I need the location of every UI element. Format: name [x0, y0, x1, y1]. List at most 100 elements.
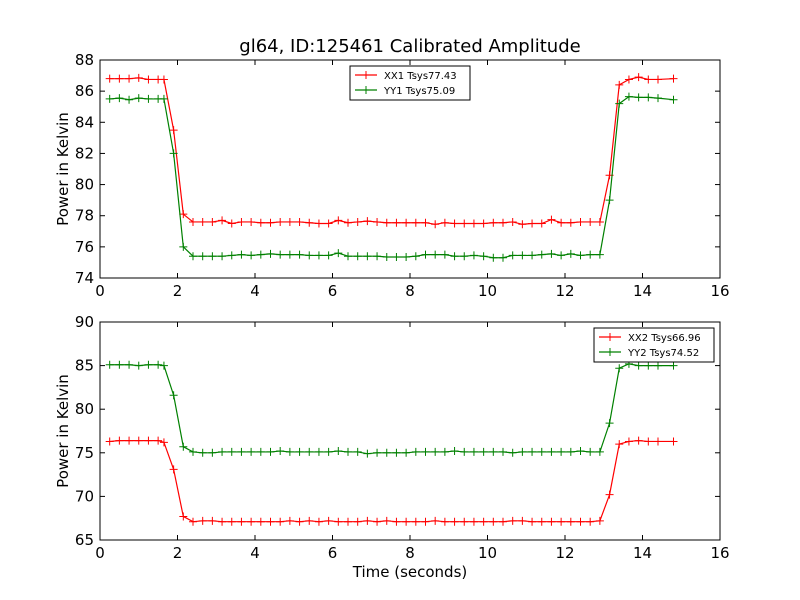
x-tick-label: 8: [405, 282, 415, 300]
data-point: [624, 437, 633, 446]
x-tick-label: 8: [405, 544, 415, 562]
data-point: [460, 219, 469, 228]
data-point: [547, 249, 556, 258]
data-point: [266, 218, 275, 227]
data-point: [266, 447, 275, 456]
data-point: [334, 447, 343, 456]
data-point: [440, 517, 449, 526]
data-point: [125, 74, 134, 83]
data-point: [105, 74, 114, 83]
data-point: [634, 93, 643, 102]
data-point: [644, 93, 653, 102]
data-point: [421, 447, 430, 456]
data-point: [586, 517, 595, 526]
data-point: [440, 447, 449, 456]
data-point: [528, 447, 537, 456]
data-point: [353, 217, 362, 226]
data-point: [363, 217, 372, 226]
data-point: [469, 251, 478, 260]
y-tick-label: 76: [75, 238, 94, 256]
y-tick-label: 84: [75, 113, 94, 131]
data-point: [305, 516, 314, 525]
data-point: [615, 99, 624, 108]
data-point: [353, 447, 362, 456]
data-point: [421, 250, 430, 259]
data-point: [305, 251, 314, 260]
x-tick-label: 12: [555, 544, 574, 562]
data-point: [208, 217, 217, 226]
data-point: [295, 217, 304, 226]
data-point: [285, 516, 294, 525]
data-point: [624, 92, 633, 101]
data-point: [440, 250, 449, 259]
data-point: [256, 447, 265, 456]
data-point: [518, 516, 527, 525]
legend-marker: [606, 348, 614, 356]
data-point: [266, 249, 275, 258]
data-point: [363, 252, 372, 261]
data-point: [469, 447, 478, 456]
x-tick-label: 10: [478, 544, 497, 562]
data-point: [218, 447, 227, 456]
data-point: [508, 251, 517, 260]
legend-box: [349, 65, 471, 101]
data-point: [479, 219, 488, 228]
data-point: [547, 215, 556, 224]
data-point: [450, 219, 459, 228]
y-tick-label: 85: [75, 357, 94, 375]
data-point: [518, 220, 527, 229]
data-point: [547, 447, 556, 456]
data-point: [237, 447, 246, 456]
data-point: [615, 364, 624, 373]
data-point: [669, 74, 678, 83]
data-point: [537, 517, 546, 526]
y-tick-label: 65: [75, 531, 94, 549]
data-point: [382, 252, 391, 261]
data-point: [557, 447, 566, 456]
data-point: [285, 447, 294, 456]
x-tick-label: 16: [710, 544, 729, 562]
data-point: [402, 517, 411, 526]
data-point: [134, 436, 143, 445]
data-point: [159, 94, 168, 103]
x-axis-label: Time (seconds): [352, 563, 468, 581]
data-point: [654, 75, 662, 84]
y-tick-label: 88: [75, 51, 94, 69]
legend: XX1 Tsys77.43 YY1 Tsys75.09: [349, 65, 471, 101]
data-point: [537, 250, 546, 259]
x-tick-label: 16: [710, 282, 729, 300]
data-point: [144, 94, 153, 103]
data-point: [276, 447, 285, 456]
data-point: [154, 436, 163, 445]
data-point: [479, 447, 488, 456]
data-point: [256, 250, 265, 259]
data-point: [450, 252, 459, 261]
data-point: [363, 516, 372, 525]
data-point: [198, 217, 207, 226]
y-tick-label: 74: [75, 269, 94, 287]
x-tick-label: 2: [173, 282, 183, 300]
data-point: [159, 361, 168, 370]
data-point: [392, 517, 401, 526]
data-point: [276, 517, 285, 526]
data-point: [566, 249, 575, 258]
data-point: [105, 360, 114, 369]
bottom-plot: 0 2 4 6 8 10 12 14 16 65 70 75 80 85 90 Power in Kelvin…: [54, 313, 730, 581]
data-point: [169, 149, 178, 158]
data-point: [256, 517, 265, 526]
data-point: [125, 95, 134, 104]
x-tick-label: 10: [478, 282, 497, 300]
data-point: [392, 218, 401, 227]
data-point: [373, 252, 382, 261]
data-point: [499, 218, 507, 227]
data-point: [334, 216, 343, 225]
x-tick-label: 14: [633, 544, 652, 562]
data-point: [266, 517, 275, 526]
data-point: [537, 447, 546, 456]
data-point: [237, 250, 246, 259]
data-point: [450, 517, 459, 526]
data-point: [669, 95, 678, 104]
x-tick-label: 14: [633, 282, 652, 300]
data-point: [198, 252, 207, 261]
data-point: [460, 517, 469, 526]
